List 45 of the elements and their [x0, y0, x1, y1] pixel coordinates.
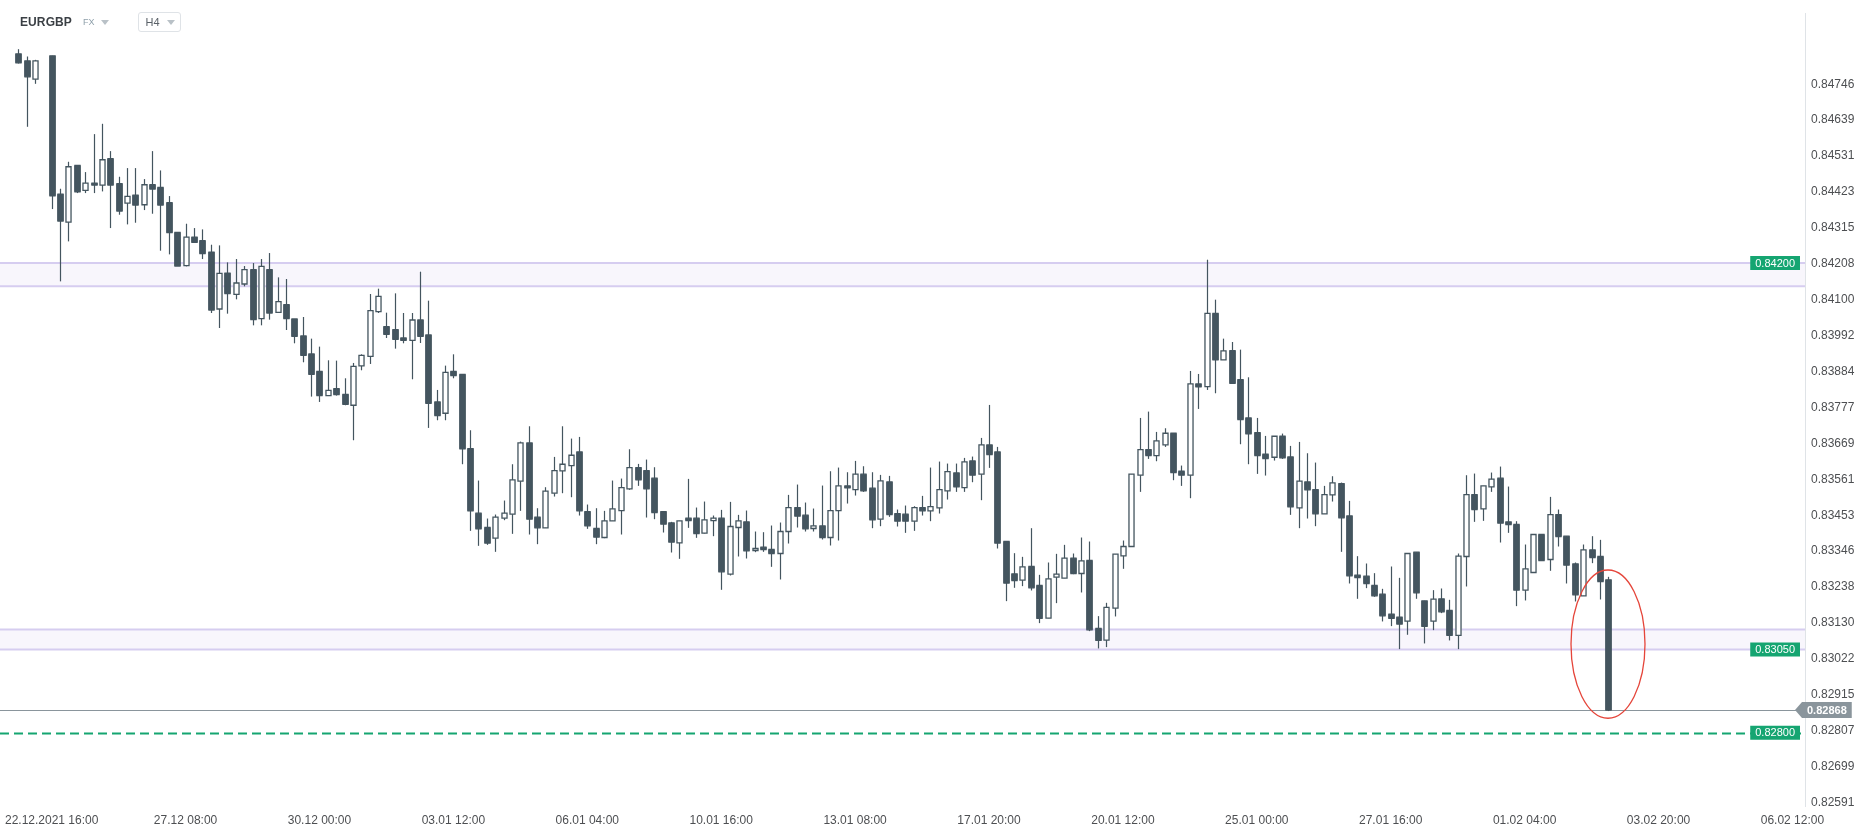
- y-tick-label: 0.82699: [1811, 758, 1855, 773]
- y-tick-label: 0.84531: [1811, 148, 1855, 163]
- annotation: H4: [145, 16, 160, 28]
- ref-line-label: 0.82868: [1807, 703, 1847, 716]
- band-label: 0.83050: [1755, 642, 1795, 655]
- y-tick-label: 0.84100: [1811, 291, 1855, 306]
- y-tick-label: 0.83453: [1811, 507, 1855, 522]
- x-tick-label: 03.02 20:00: [1626, 812, 1691, 827]
- x-tick-label: 22.12.2021 16:00: [4, 812, 99, 827]
- y-tick-label: 0.83238: [1811, 579, 1855, 594]
- x-tick-label: 10.01 16:00: [689, 812, 754, 827]
- x-tick-label: 27.01 16:00: [1359, 812, 1423, 827]
- x-tick-label: 25.01 00:00: [1225, 812, 1289, 827]
- y-tick-label: 0.83669: [1811, 435, 1855, 450]
- x-tick-label: 06.01 04:00: [555, 812, 620, 827]
- y-tick-label: 0.82591: [1811, 794, 1855, 809]
- y-tick-label: 0.82915: [1811, 686, 1855, 701]
- dropdown-field: H4: [138, 12, 181, 32]
- y-tick-label: 0.83130: [1811, 615, 1855, 630]
- x-tick-label: 27.12 08:00: [153, 812, 218, 827]
- ref-line-label: 0.82800: [1755, 726, 1795, 739]
- y-tick-label: 0.83777: [1811, 399, 1855, 414]
- y-tick-label: 0.84315: [1811, 220, 1855, 235]
- y-tick-label: 0.84746: [1811, 76, 1855, 91]
- y-tick-label: 0.83022: [1811, 651, 1855, 666]
- x-tick-label: 01.02 04:00: [1492, 812, 1557, 827]
- candlestick: [383, 312, 390, 339]
- x-tick-label: 13.01 08:00: [823, 812, 888, 827]
- y-tick-label: 0.83884: [1811, 363, 1855, 378]
- chart-title: EURGBP: [20, 15, 72, 29]
- y-tick-label: 0.84639: [1811, 112, 1855, 127]
- x-tick-label: 20.01 12:00: [1091, 812, 1155, 827]
- candlestick: [1045, 561, 1052, 619]
- x-tick-label: 30.12 00:00: [287, 812, 352, 827]
- chart-subtitle: FX: [82, 17, 95, 27]
- y-tick-label: 0.83561: [1811, 471, 1855, 486]
- x-tick-label: 03.01 12:00: [421, 812, 486, 827]
- x-tick-label: 06.02 12:00: [1760, 812, 1825, 827]
- y-tick-label: 0.83992: [1811, 327, 1855, 342]
- band-label: 0.84200: [1755, 256, 1795, 269]
- y-tick-label: 0.82807: [1811, 722, 1855, 737]
- y-tick-label: 0.84208: [1811, 256, 1855, 271]
- y-tick-label: 0.83346: [1811, 543, 1855, 558]
- y-tick-label: 0.84423: [1811, 184, 1855, 199]
- x-tick-label: 17.01 20:00: [957, 812, 1022, 827]
